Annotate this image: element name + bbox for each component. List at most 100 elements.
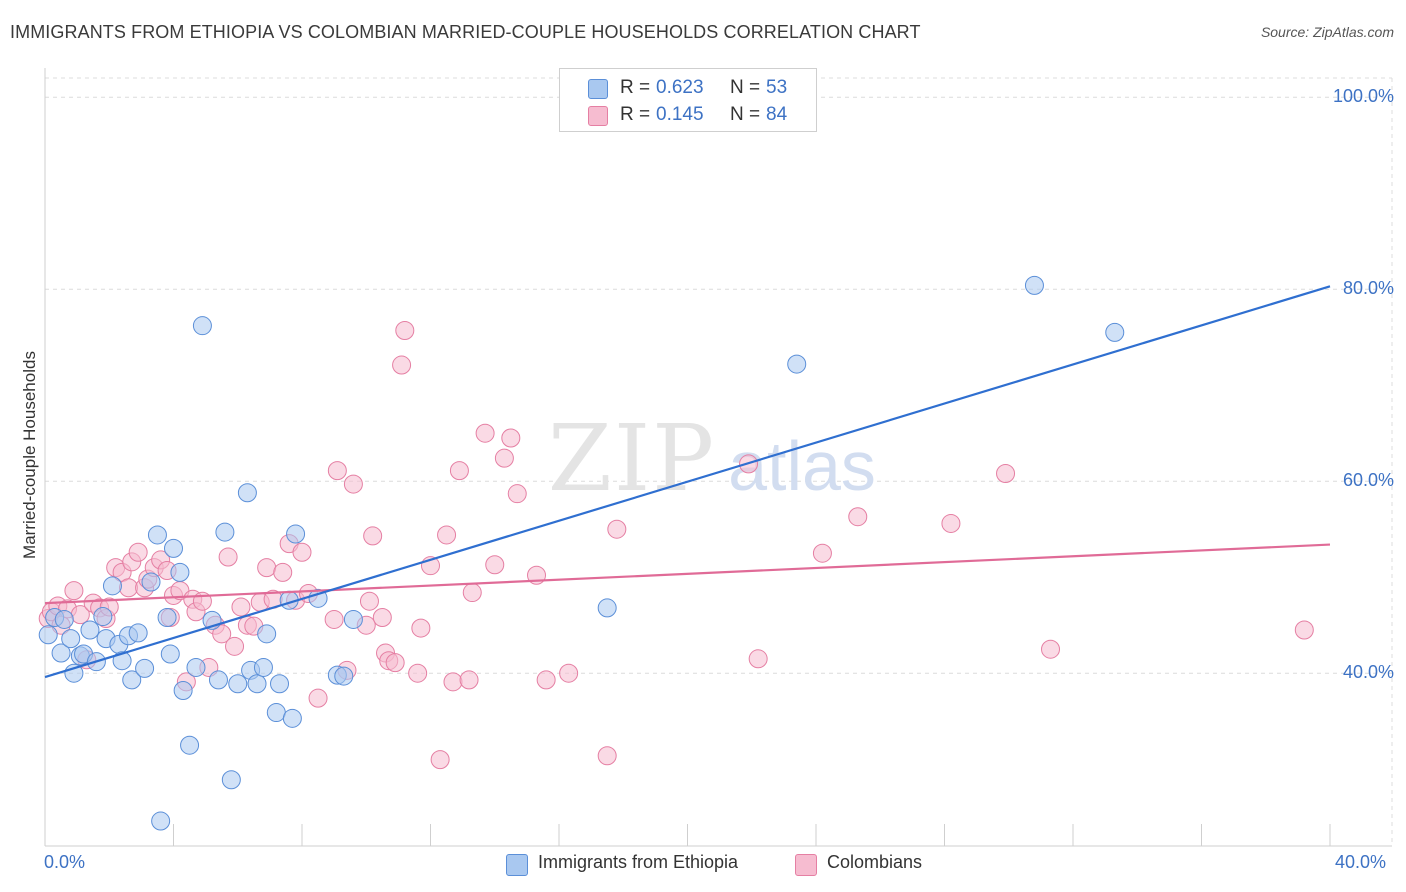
data-point-colombians [475,423,495,443]
bottom-legend-label-ethiopia: Immigrants from Ethiopia [538,852,739,872]
data-point-colombians [359,591,379,611]
data-point-colombians [996,464,1016,484]
y-tick-label: 60.0% [1342,470,1394,491]
y-tick-label: 40.0% [1342,662,1394,683]
data-point-colombians [462,583,482,603]
data-point-ethiopia [253,657,273,677]
data-point-colombians [559,663,579,683]
data-point-colombians [385,653,405,673]
data-point-ethiopia [1105,322,1125,342]
data-point-ethiopia [787,354,807,374]
data-point-ethiopia [157,608,177,628]
data-point-ethiopia [266,703,286,723]
data-point-ethiopia [257,624,277,644]
data-point-colombians [607,519,627,539]
legend-n-label: N = [730,77,761,98]
source-label: Source: ZipAtlas.com [1260,24,1394,40]
data-point-colombians [459,670,479,690]
x-tick-label-max: 40.0% [1335,852,1387,872]
trend-line-colombians [44,543,1331,605]
data-point-ethiopia [208,670,228,690]
axes [44,68,1392,847]
data-point-colombians [212,624,232,644]
data-point-ethiopia [192,316,212,336]
data-point-ethiopia [112,651,132,671]
data-point-ethiopia [151,811,171,831]
data-point-ethiopia [147,525,167,545]
trend-lines [44,285,1331,679]
data-point-ethiopia [186,657,206,677]
data-point-colombians [343,474,363,494]
legend-r-label: R = [620,104,651,125]
data-point-ethiopia [282,708,302,728]
gridlines [45,77,1393,846]
data-point-ethiopia [1024,275,1044,295]
data-point-colombians [327,461,347,481]
x-tick-label-min: 0.0% [44,852,86,872]
data-point-ethiopia [247,674,267,694]
data-point-ethiopia [221,770,241,790]
legend-r-label: R = [620,77,651,98]
data-point-colombians [257,558,277,578]
data-point-ethiopia [334,666,354,686]
legend-swatch-blue [588,79,608,99]
data-point-colombians [1041,639,1061,659]
data-point-colombians [231,597,251,617]
data-point-ethiopia [270,674,290,694]
data-point-colombians [363,526,383,546]
data-point-colombians [372,608,392,628]
data-point-ethiopia [122,670,142,690]
data-point-ethiopia [180,735,200,755]
data-point-ethiopia [102,576,122,596]
data-point-ethiopia [237,483,257,503]
data-point-colombians [449,461,469,481]
data-point-colombians [494,448,514,468]
data-point-colombians [273,562,293,582]
bottom-legend-swatch-pink [795,854,817,876]
data-point-colombians [507,484,527,504]
data-point-colombians [128,542,148,562]
series-colombians-points [38,320,1314,770]
data-point-colombians [392,355,412,375]
data-point-colombians [408,663,428,683]
correlation-legend: R = 0.623 N = 53 R = 0.145 N = 84 [559,68,817,132]
data-point-colombians [225,636,245,656]
data-point-ethiopia [80,620,100,640]
legend-row-ethiopia: R = 0.623 N = 53 [560,75,816,101]
data-point-colombians [292,542,312,562]
data-point-colombians [395,320,415,340]
data-point-colombians [848,507,868,527]
trend-line-ethiopia [44,285,1331,679]
data-point-colombians [1294,620,1314,640]
chart-title: IMMIGRANTS FROM ETHIOPIA VS COLOMBIAN MA… [10,22,921,42]
data-point-ethiopia [228,674,248,694]
data-point-ethiopia [93,607,113,627]
data-point-ethiopia [54,609,74,629]
data-point-colombians [411,618,431,638]
data-point-colombians [437,525,457,545]
data-point-ethiopia [160,644,180,664]
data-point-ethiopia [51,643,71,663]
watermark-zip: ZIP [548,405,716,512]
data-point-ethiopia [597,598,617,618]
data-point-ethiopia [170,562,190,582]
data-point-colombians [64,581,84,601]
data-point-ethiopia [164,538,183,558]
data-point-ethiopia [38,625,58,645]
data-point-colombians [485,555,505,575]
legend-row-colombians: R = 0.145 N = 84 [560,102,816,128]
data-point-colombians [443,672,463,692]
data-point-colombians [597,746,617,766]
data-point-ethiopia [173,680,193,700]
data-point-colombians [430,750,450,770]
data-point-ethiopia [128,623,148,643]
data-point-ethiopia [215,522,235,542]
legend-swatch-pink [588,106,608,126]
data-point-colombians [218,547,238,567]
data-point-ethiopia [308,588,328,608]
data-point-ethiopia [61,629,81,649]
data-point-colombians [308,688,328,708]
data-point-ethiopia [141,572,161,592]
data-point-colombians [941,513,961,533]
